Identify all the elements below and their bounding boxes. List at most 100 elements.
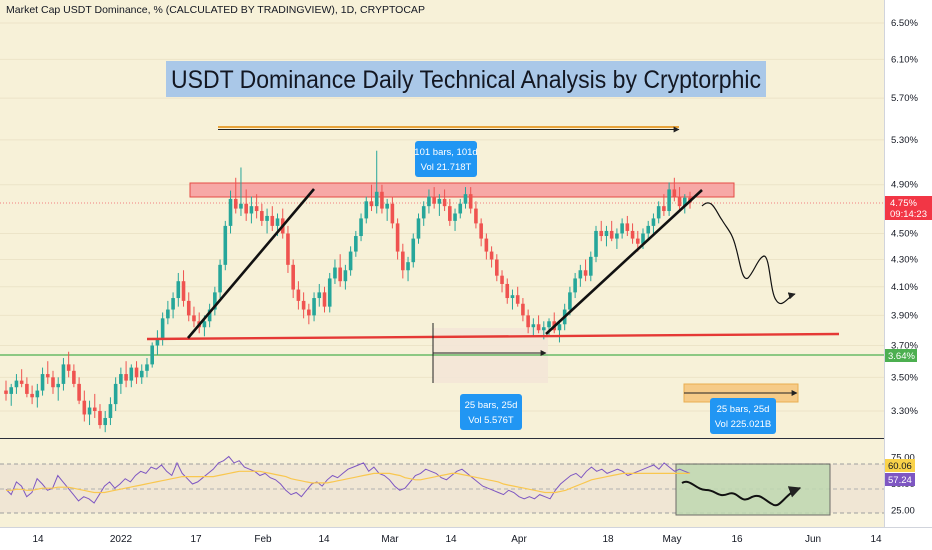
candle-body[interactable] [620,223,624,234]
candle-body[interactable] [521,303,525,316]
candle-body[interactable] [333,267,337,279]
candle-body[interactable] [134,367,139,378]
candle-body[interactable] [588,256,593,276]
candle-body[interactable] [374,191,379,207]
candle-body[interactable] [468,194,473,209]
candle-body[interactable] [646,225,651,234]
candle-body[interactable] [479,223,483,239]
candle-body[interactable] [682,197,687,207]
candle-body[interactable] [254,206,259,212]
candle-body[interactable] [536,324,541,331]
candle-body[interactable] [604,230,609,237]
candle-body[interactable] [249,206,254,214]
candle-body[interactable] [583,270,588,276]
range-label-box-2[interactable] [460,394,522,430]
candle-body[interactable] [45,374,50,378]
candle-body[interactable] [327,278,332,307]
candle-body[interactable] [672,189,677,197]
candle-body[interactable] [176,281,181,299]
candle-body[interactable] [568,292,572,310]
candle-body[interactable] [573,278,577,293]
candle-body[interactable] [98,411,102,426]
candle-body[interactable] [312,298,316,316]
candle-body[interactable] [72,370,76,384]
candle-body[interactable] [474,208,478,224]
candle-body[interactable] [296,289,301,301]
candle-body[interactable] [207,309,212,322]
candle-body[interactable] [453,213,457,221]
candle-body[interactable] [108,404,113,418]
candle-body[interactable] [223,225,228,265]
candle-body[interactable] [270,215,275,226]
candle-body[interactable] [56,383,61,388]
candle-body[interactable] [51,377,55,388]
candle-body[interactable] [275,218,280,226]
candle-body[interactable] [348,251,353,271]
trendline-jan[interactable] [187,188,315,339]
candle-body[interactable] [662,206,666,212]
candle-body[interactable] [124,374,128,381]
candle-body[interactable] [40,374,45,391]
candle-body[interactable] [181,281,186,301]
candle-body[interactable] [651,218,656,226]
candle-body[interactable] [677,196,682,207]
range-label-box-3[interactable] [710,398,776,434]
candle-body[interactable] [515,295,520,304]
candle-body[interactable] [354,236,358,252]
candle-body[interactable] [510,295,515,299]
candle-body[interactable] [448,206,452,221]
candle-body[interactable] [416,218,421,239]
candle-body[interactable] [390,203,395,224]
candle-body[interactable] [87,407,92,415]
candle-body[interactable] [166,309,170,319]
candle-body[interactable] [244,203,248,214]
candle-body[interactable] [139,370,144,378]
rsi-line[interactable] [5,455,691,504]
candle-body[interactable] [359,218,363,237]
candle-body[interactable] [656,206,661,219]
candle-body[interactable] [547,321,551,328]
candle-body[interactable] [615,233,619,239]
candle-body[interactable] [421,206,426,219]
candle-body[interactable] [635,238,640,244]
candle-body[interactable] [542,327,546,331]
candle-body[interactable] [35,390,40,398]
candle-body[interactable] [343,270,348,282]
candle-body[interactable] [14,380,19,388]
projection-path[interactable] [701,202,796,305]
candle-body[interactable] [406,262,410,271]
trendline-apr[interactable] [545,189,703,335]
candle-body[interactable] [667,189,671,212]
candle-body[interactable] [129,367,134,381]
candle-body[interactable] [599,230,604,237]
time-axis-background[interactable] [0,527,884,550]
resistance-zone[interactable] [189,182,735,198]
candle-body[interactable] [113,383,118,405]
rsi-projection-box[interactable] [675,463,831,516]
candle-body[interactable] [317,292,322,299]
candle-body[interactable] [82,400,87,415]
range-label-box-1[interactable] [415,141,477,177]
candle-body[interactable] [186,300,191,316]
candle-body[interactable] [213,292,217,310]
candle-body[interactable] [171,298,175,310]
candle-body[interactable] [380,191,384,209]
candle-body[interactable] [500,275,504,284]
rsi-ma-line[interactable] [6,470,690,494]
candle-body[interactable] [160,318,165,340]
candle-body[interactable] [609,230,614,239]
candle-body[interactable] [145,364,149,371]
candle-body[interactable] [437,198,442,204]
candle-body[interactable] [260,211,264,221]
candle-body[interactable] [505,283,510,299]
candle-body[interactable] [301,300,306,310]
candle-body[interactable] [77,383,81,401]
candle-body[interactable] [432,196,436,204]
candle-body[interactable] [307,309,311,316]
support-line-red[interactable] [146,332,840,341]
rsi-projection-path[interactable] [681,480,802,507]
price-axis[interactable]: 6.50% 6.10% 5.70% 5.30% 4.90% 4.50% 4.30% 4.10%… [891,18,918,417]
candle-body[interactable] [30,393,34,398]
candle-body[interactable] [489,251,494,260]
candle-body[interactable] [557,324,562,331]
